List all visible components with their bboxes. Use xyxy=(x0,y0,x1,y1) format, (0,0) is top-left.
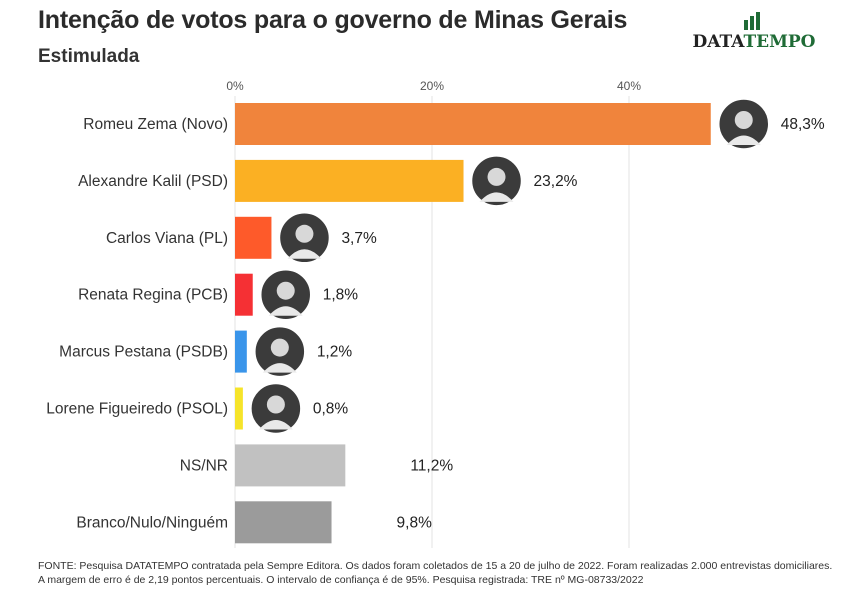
candidate-photo-head xyxy=(270,338,289,357)
candidate-photo-head xyxy=(266,395,285,414)
logo-word-data: DATA xyxy=(692,32,744,52)
value-label: 48,3% xyxy=(781,116,825,133)
category-label: Carlos Viana (PL) xyxy=(106,230,228,247)
value-label: 9,8% xyxy=(397,514,433,531)
chart-subtitle: Estimulada xyxy=(38,46,140,67)
candidate-photo-shoulders xyxy=(287,249,322,259)
bar-chart-logo-icon xyxy=(744,12,760,30)
value-label: 3,7% xyxy=(341,230,377,247)
category-label: Branco/Nulo/Ninguém xyxy=(76,514,228,531)
category-label: Romeu Zema (Novo) xyxy=(83,116,228,133)
candidate-photo-head xyxy=(295,224,314,243)
value-label: 1,2% xyxy=(317,344,353,361)
source-note-line-1: FONTE: Pesquisa DATATEMPO contratada pel… xyxy=(38,560,833,572)
value-label: 1,8% xyxy=(323,287,359,304)
logo-wordmark: DATATEMPO xyxy=(690,32,818,52)
candidate-photo-head xyxy=(734,111,753,129)
category-label: Renata Regina (PCB) xyxy=(78,287,228,304)
candidate-photo-head xyxy=(276,281,295,300)
bar-chart: 0% 20% 40% Romeu Zema (Novo) 48,3% Alexandre … xyxy=(46,79,825,548)
logo-word-tempo: TEMPO xyxy=(743,32,816,52)
bar xyxy=(235,330,247,373)
category-label: Lorene Figueiredo (PSOL) xyxy=(46,401,228,418)
datatempo-logo: DATATEMPO xyxy=(690,10,818,52)
category-label: Marcus Pestana (PSDB) xyxy=(59,344,228,361)
bar xyxy=(235,501,332,544)
bar xyxy=(235,216,272,259)
source-note-line-2: A margem de erro é de 2,19 pontos percen… xyxy=(38,574,644,586)
category-label: Alexandre Kalil (PSD) xyxy=(78,173,228,190)
candidate-photo-head xyxy=(487,167,506,186)
bar xyxy=(235,387,243,430)
candidate-photo-shoulders xyxy=(268,306,303,316)
source-note: FONTE: Pesquisa DATATEMPO contratada pel… xyxy=(38,559,838,587)
x-tick-label: 40% xyxy=(617,79,641,93)
value-label: 0,8% xyxy=(313,401,349,418)
candidate-photo-shoulders xyxy=(479,192,514,202)
value-label: 23,2% xyxy=(534,173,578,190)
candidate-photo-shoulders xyxy=(726,135,761,145)
value-label: 11,2% xyxy=(410,457,453,474)
bar xyxy=(235,444,346,487)
bar xyxy=(235,103,711,145)
bar xyxy=(235,273,253,316)
candidate-photo-shoulders xyxy=(258,420,293,430)
x-tick-label: 0% xyxy=(226,79,244,93)
chart-title: Intenção de votos para o governo de Mina… xyxy=(38,6,628,34)
x-tick-label: 20% xyxy=(420,79,444,93)
bar xyxy=(235,159,464,202)
category-label: NS/NR xyxy=(180,457,228,474)
candidate-photo-shoulders xyxy=(262,363,297,373)
